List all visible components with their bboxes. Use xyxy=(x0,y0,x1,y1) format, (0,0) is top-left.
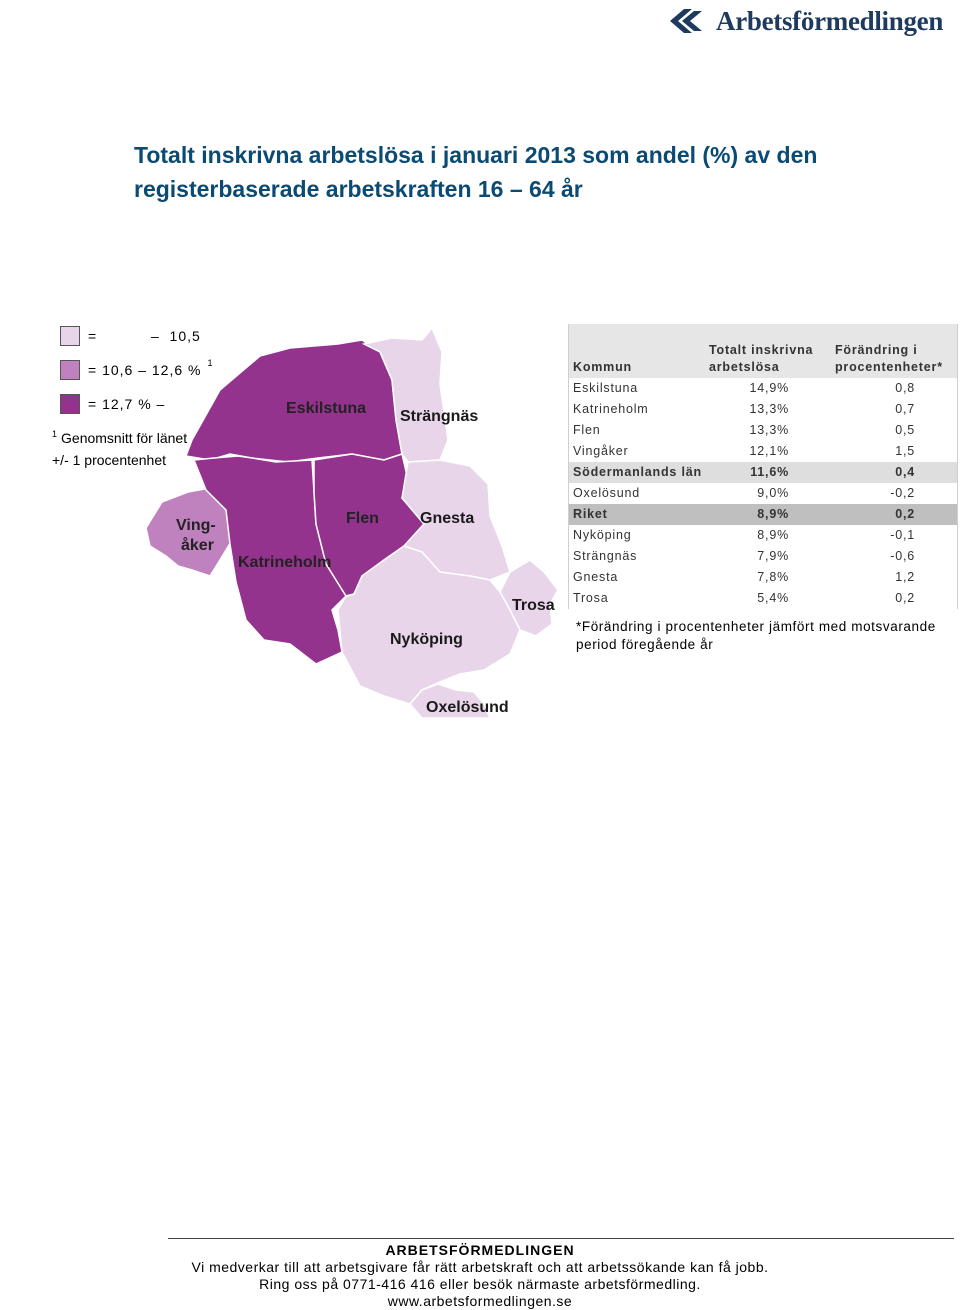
cell-forandring: 1,2 xyxy=(895,570,915,584)
cell-andel: 13,3% xyxy=(749,423,789,437)
logo-text: Arbetsförmedlingen xyxy=(716,5,944,36)
page-title: Totalt inskrivna arbetslösa i januari 20… xyxy=(134,138,894,206)
header-forandring-line-1: Förändring i xyxy=(835,343,918,357)
cell-forandring: -0,2 xyxy=(890,486,915,500)
table-header: Kommun Totalt inskrivna arbetslösa Förän… xyxy=(569,324,957,378)
cell-forandring: 0,5 xyxy=(895,423,915,437)
table-footnote: *Förändring i procentenheter jämfört med… xyxy=(576,619,936,652)
legend-label-low: = – 10,5 xyxy=(88,328,201,344)
cell-kommun: Katrineholm xyxy=(573,402,649,416)
table-row-lan-total: Södermanlands län 11,6% 0,4 xyxy=(569,462,957,483)
cell-forandring: 0,2 xyxy=(895,591,915,605)
footer-divider xyxy=(168,1238,954,1239)
table-row: Nyköping 8,9% -0,1 xyxy=(569,525,957,546)
cell-forandring: 0,7 xyxy=(895,402,915,416)
table-row: Oxelösund 9,0% -0,2 xyxy=(569,483,957,504)
table-row: Eskilstuna 14,9% 0,8 xyxy=(569,378,957,399)
map-label-nykoping: Nyköping xyxy=(390,631,463,648)
legend-note-line-1: Genomsnitt för länet xyxy=(61,430,188,446)
region-nykoping[interactable] xyxy=(337,545,521,705)
header-totalt-line-1: Totalt inskrivna xyxy=(709,343,814,357)
logo[interactable]: Arbetsförmedlingen xyxy=(668,4,943,38)
footer: ARBETSFÖRMEDLINGEN Vi medverkar till att… xyxy=(0,1242,960,1310)
legend-swatch-low xyxy=(60,326,80,346)
header-forandring: Förändring i procentenheter* xyxy=(835,342,943,376)
legend-label-high: = 12,7 % – xyxy=(88,396,166,412)
cell-kommun: Trosa xyxy=(573,591,609,605)
legend-note: 1 Genomsnitt för länet +/- 1 procentenhet xyxy=(52,428,187,470)
legend-label-mid: = 10,6 – 12,6 % xyxy=(88,362,202,378)
cell-kommun: Vingåker xyxy=(573,444,629,458)
map-label-flen: Flen xyxy=(346,510,379,527)
table-row: Katrineholm 13,3% 0,7 xyxy=(569,399,957,420)
cell-forandring: 0,2 xyxy=(895,507,915,521)
map-label-katrineholm: Katrineholm xyxy=(238,554,332,571)
cell-kommun: Nyköping xyxy=(573,528,632,542)
table-row: Gnesta 7,8% 1,2 xyxy=(569,567,957,588)
cell-andel: 11,6% xyxy=(750,465,789,479)
footer-org: ARBETSFÖRMEDLINGEN xyxy=(385,1242,575,1258)
cell-forandring: -0,6 xyxy=(890,549,915,563)
header-totalt-line-2: arbetslösa xyxy=(709,360,780,374)
map-label-trosa: Trosa xyxy=(512,597,555,614)
title-line-2: registerbaserade arbetskraften 16 – 64 å… xyxy=(134,176,583,202)
cell-kommun: Riket xyxy=(573,507,608,521)
legend-item-high: = 12,7 % – xyxy=(60,394,165,414)
header-totalt: Totalt inskrivna arbetslösa xyxy=(709,342,813,376)
cell-andel: 14,9% xyxy=(749,381,789,395)
cell-andel: 12,1% xyxy=(749,444,789,458)
map-label-vingaker-line-2: åker xyxy=(181,537,214,554)
header-kommun: Kommun xyxy=(573,360,632,374)
cell-kommun: Eskilstuna xyxy=(573,381,638,395)
legend-note-marker: 1 xyxy=(52,429,58,439)
footer-line-2: Ring oss på 0771-416 416 eller besök när… xyxy=(259,1276,701,1292)
table-row: Strängnäs 7,9% -0,6 xyxy=(569,546,957,567)
table-row-riket-total: Riket 8,9% 0,2 xyxy=(569,504,957,525)
footer-url[interactable]: www.arbetsformedlingen.se xyxy=(387,1293,573,1309)
legend-swatch-high xyxy=(60,394,80,414)
legend-item-mid: = 10,6 – 12,6 % 1 xyxy=(60,358,214,380)
cell-kommun: Gnesta xyxy=(573,570,619,584)
cell-andel: 7,8% xyxy=(757,570,789,584)
cell-forandring: 1,5 xyxy=(895,444,915,458)
region-strangnas[interactable] xyxy=(361,326,449,463)
cell-kommun: Strängnäs xyxy=(573,549,638,563)
cell-forandring: 0,4 xyxy=(895,465,915,479)
sodermanland-map xyxy=(145,326,559,719)
cell-andel: 13,3% xyxy=(749,402,789,416)
cell-andel: 9,0% xyxy=(757,486,789,500)
legend-note-line-2: +/- 1 procentenhet xyxy=(52,452,167,468)
table-row: Trosa 5,4% 0,2 xyxy=(569,588,957,609)
header-forandring-line-2: procentenheter* xyxy=(835,360,943,374)
map-label-vingaker-line-1: Ving- xyxy=(176,517,216,534)
cell-andel: 7,9% xyxy=(757,549,789,563)
map-label-eskilstuna: Eskilstuna xyxy=(286,400,367,417)
cell-kommun: Södermanlands län xyxy=(573,465,702,479)
map-label-strangnas: Strängnäs xyxy=(400,408,479,425)
legend-item-low: = – 10,5 xyxy=(60,326,201,346)
legend-footnote-marker: 1 xyxy=(207,358,214,368)
footer-line-1: Vi medverkar till att arbetsgivare får r… xyxy=(191,1259,769,1275)
map-label-oxelosund: Oxelösund xyxy=(426,699,509,716)
legend-swatch-mid xyxy=(60,360,80,380)
region-oxelosund[interactable] xyxy=(409,683,492,719)
cell-kommun: Oxelösund xyxy=(573,486,640,500)
table-row: Flen 13,3% 0,5 xyxy=(569,420,957,441)
table-row: Vingåker 12,1% 1,5 xyxy=(569,441,957,462)
cell-andel: 8,9% xyxy=(757,528,789,542)
cell-andel: 5,4% xyxy=(757,591,789,605)
cell-kommun: Flen xyxy=(573,423,601,437)
map-label-gnesta: Gnesta xyxy=(420,510,475,527)
region-katrineholm[interactable] xyxy=(192,455,347,665)
title-line-1: Totalt inskrivna arbetslösa i januari 20… xyxy=(134,142,818,168)
cell-andel: 8,9% xyxy=(757,507,789,521)
cell-forandring: -0,1 xyxy=(890,528,915,542)
map-label-vingaker: Ving- åker xyxy=(176,516,216,556)
arbetsformedlingen-logo-icon xyxy=(670,9,702,33)
cell-forandring: 0,8 xyxy=(895,381,915,395)
unemployment-table: Kommun Totalt inskrivna arbetslösa Förän… xyxy=(568,324,958,609)
